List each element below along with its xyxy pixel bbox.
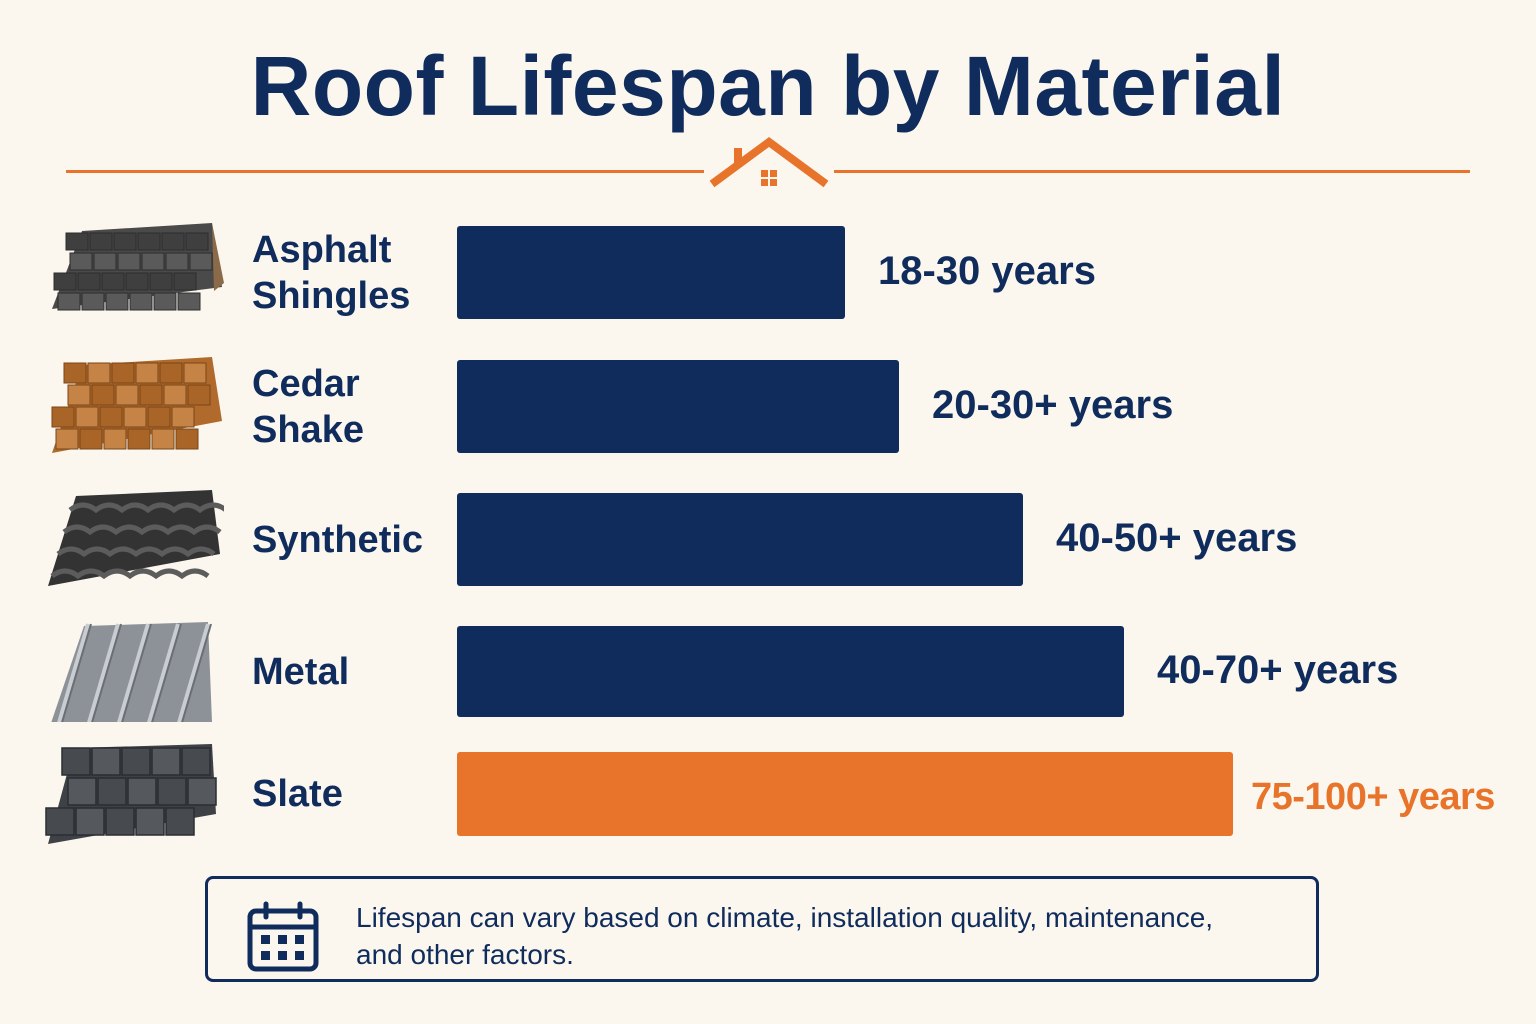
data-label: 20-30+ years bbox=[932, 382, 1174, 427]
calendar-icon bbox=[247, 901, 319, 972]
house-icon bbox=[709, 137, 829, 188]
data-label: 18-30 years bbox=[878, 248, 1096, 293]
category-label: Asphalt Shingles bbox=[252, 228, 411, 317]
data-label: 40-50+ years bbox=[1056, 515, 1298, 560]
asphalt-shingles-icon bbox=[44, 222, 224, 328]
bar bbox=[457, 360, 899, 453]
title-divider-left bbox=[66, 170, 704, 173]
cedar-shake-icon bbox=[44, 356, 224, 462]
chart-title: Roof Lifespan by Material bbox=[250, 39, 1286, 133]
title-divider-right bbox=[834, 170, 1470, 173]
metal-panel-icon bbox=[44, 621, 224, 727]
chart-row: Asphalt Shingles 18-30 years bbox=[0, 222, 1536, 319]
data-label: 40-70+ years bbox=[1157, 647, 1399, 692]
category-label: Synthetic bbox=[252, 518, 424, 561]
chart-row: Cedar Shake 20-30+ years bbox=[0, 356, 1536, 453]
note-text: Lifespan can vary based on climate, inst… bbox=[356, 902, 1214, 970]
synthetic-tile-icon bbox=[44, 489, 228, 595]
bar bbox=[457, 752, 1233, 836]
category-label: Metal bbox=[252, 650, 350, 693]
category-label: Cedar Shake bbox=[252, 362, 364, 451]
category-label: Slate bbox=[252, 773, 343, 815]
chart-row: Slate 75-100+ years bbox=[0, 744, 1536, 844]
chart-row: Synthetic 40-50+ years bbox=[0, 489, 1536, 586]
bar bbox=[457, 626, 1124, 717]
slate-tile-icon bbox=[44, 744, 224, 849]
data-label: 75-100+ years bbox=[1251, 776, 1495, 818]
bar bbox=[457, 226, 845, 319]
bar bbox=[457, 493, 1023, 586]
chart-row: Metal 40-70+ years bbox=[0, 621, 1536, 727]
note-box: Lifespan can vary based on climate, inst… bbox=[205, 876, 1319, 982]
